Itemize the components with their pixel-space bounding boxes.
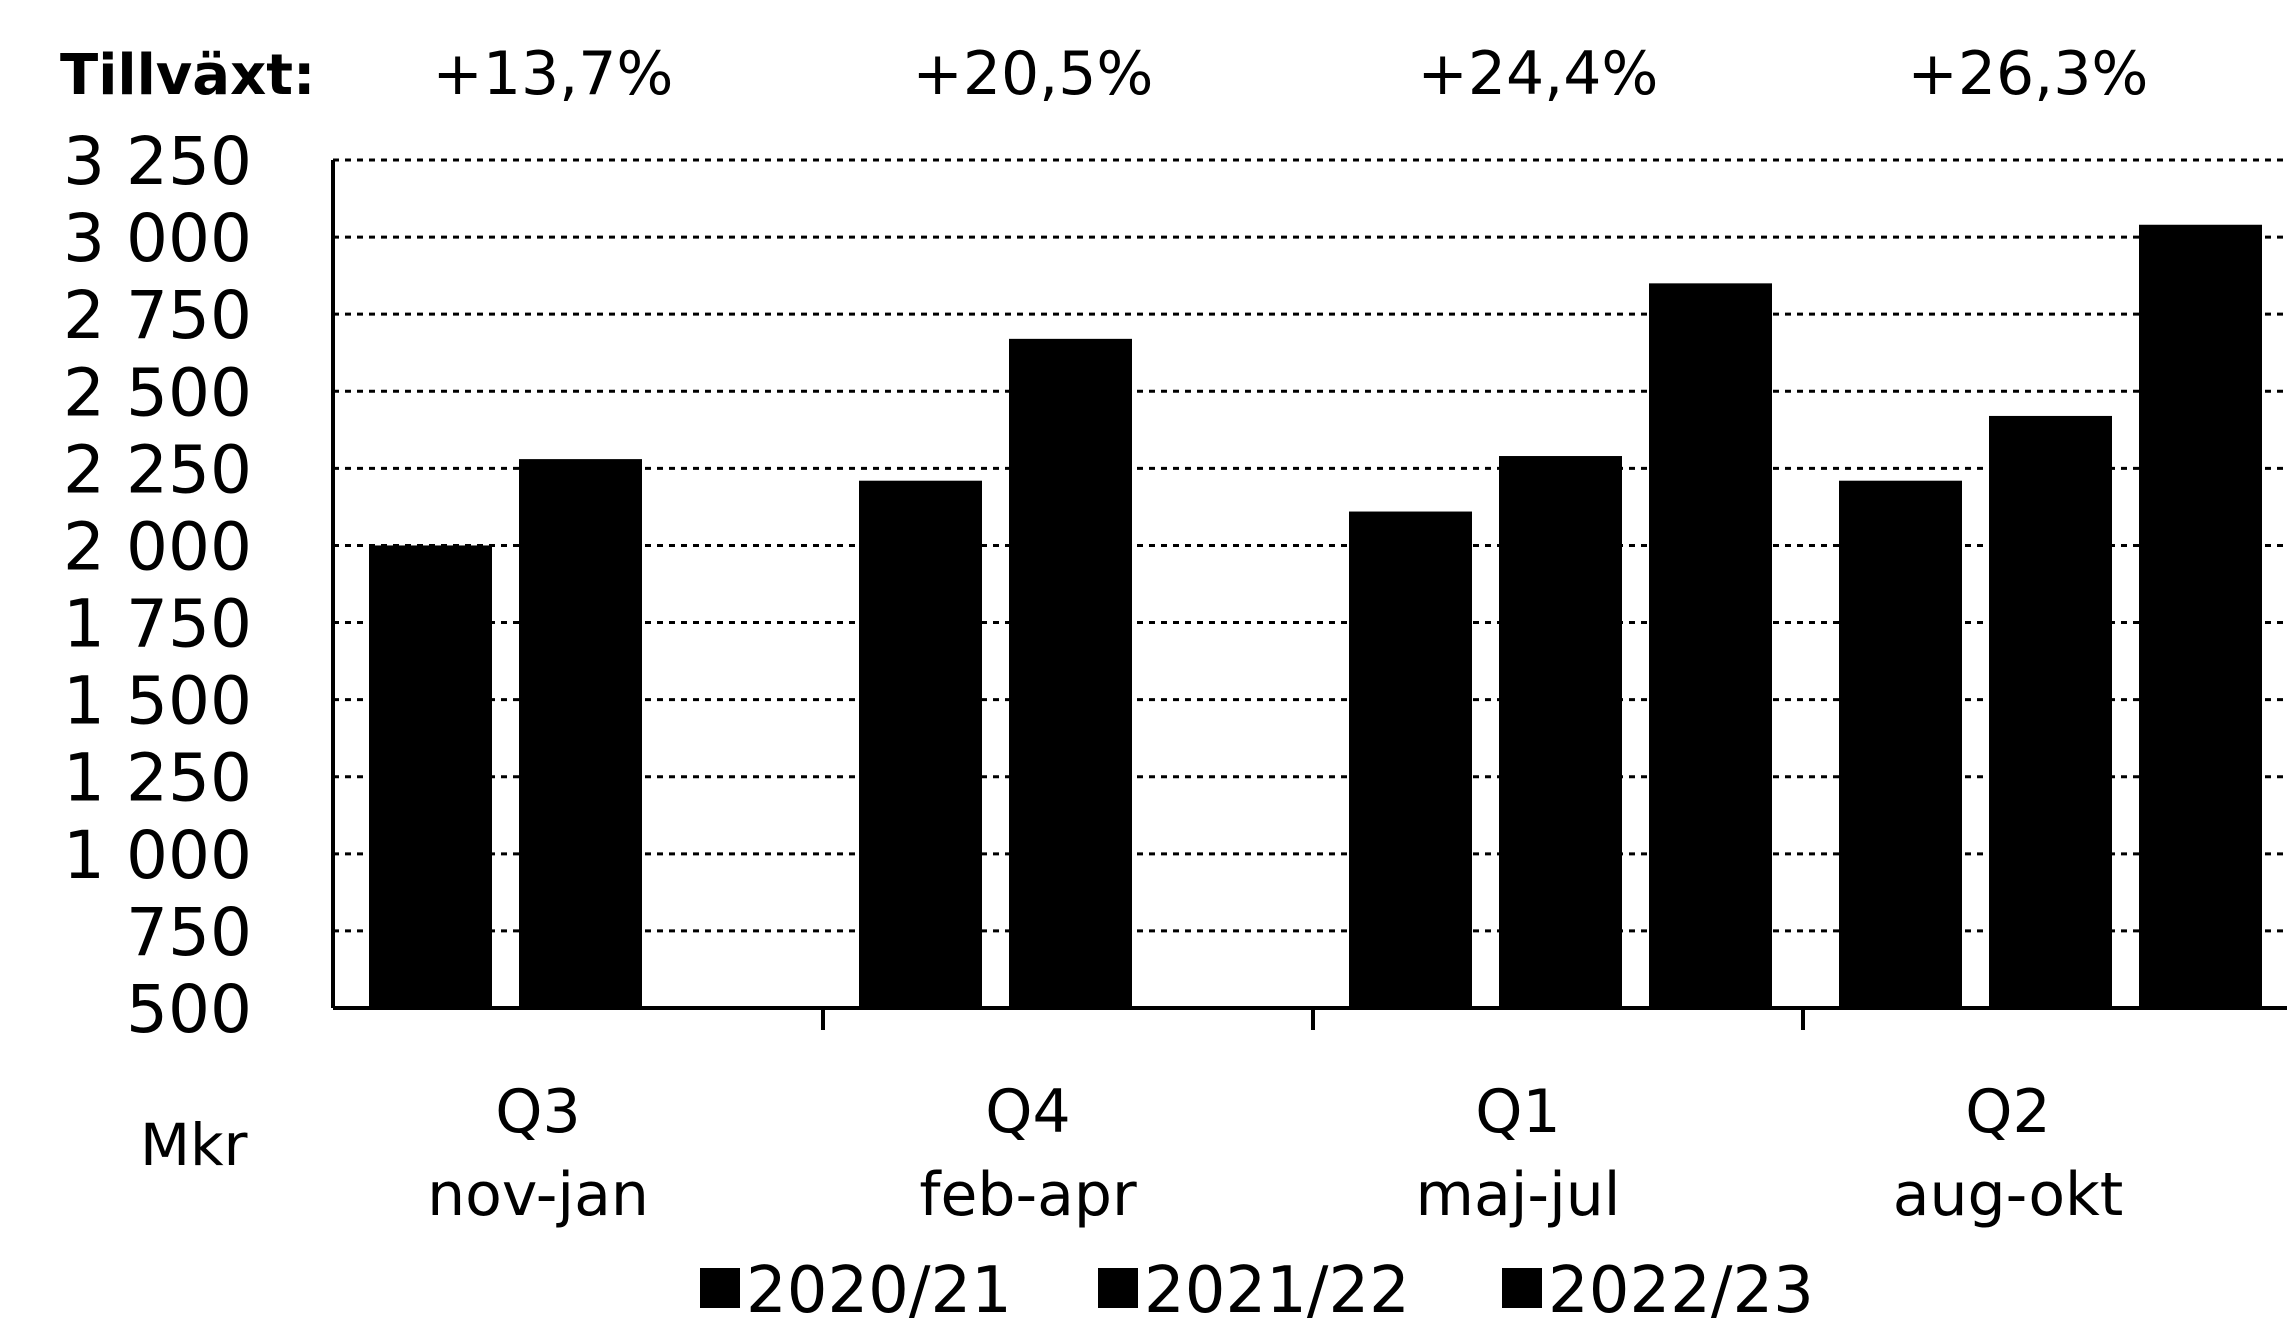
growth-label: +13,7% (433, 39, 674, 109)
y-tick-label: 1 500 (63, 663, 252, 740)
growth-label: +24,4% (1418, 39, 1659, 109)
y-tick-label: 2 500 (63, 354, 252, 431)
bar-2021-22 (1009, 338, 1132, 1008)
bar-2020-21 (369, 545, 492, 1008)
y-tick-label: 1 750 (63, 586, 252, 663)
growth-title: Tillväxt: (60, 43, 315, 108)
y-tick-label: 3 250 (63, 123, 252, 200)
legend-swatch (700, 1268, 740, 1308)
legend-swatch (1098, 1268, 1138, 1308)
y-tick-label: 3 000 (63, 200, 252, 277)
x-tick-sublabel: nov-jan (427, 1160, 649, 1230)
y-tick-label: 1 250 (63, 740, 252, 817)
y-tick-label: 500 (126, 971, 252, 1048)
bar-2021-22 (1989, 415, 2112, 1009)
y-tick-label: 2 250 (63, 431, 252, 508)
y-axis-unit-label: Mkr (140, 1111, 248, 1179)
bar-2022-23 (1649, 283, 1772, 1008)
y-tick-label: 1 000 (63, 817, 252, 894)
bar-2021-22 (519, 459, 642, 1008)
y-tick-label: 2 000 (63, 508, 252, 585)
bar-2021-22 (1499, 456, 1622, 1009)
x-tick-sublabel: feb-apr (919, 1160, 1137, 1230)
y-tick-label: 750 (126, 894, 252, 971)
legend-swatch (1502, 1268, 1542, 1308)
bar-2022-23 (2139, 224, 2262, 1009)
bar-2020-21 (1349, 511, 1472, 1008)
growth-label: +20,5% (913, 39, 1154, 109)
x-tick-sublabel: aug-okt (1893, 1160, 2124, 1230)
x-tick-label: Q4 (985, 1077, 1070, 1147)
bar-2020-21 (859, 480, 982, 1008)
legend-label: 2021/22 (1144, 1254, 1410, 1328)
x-tick-label: Q1 (1475, 1077, 1560, 1147)
legend-label: 2022/23 (1548, 1254, 1814, 1328)
x-tick-sublabel: maj-jul (1416, 1160, 1621, 1230)
legend-label: 2020/21 (746, 1254, 1012, 1328)
x-tick-label: Q3 (495, 1077, 580, 1147)
x-tick-label: Q2 (1965, 1077, 2050, 1147)
bar-2020-21 (1839, 480, 1962, 1008)
growth-label: +26,3% (1908, 39, 2149, 109)
y-tick-label: 2 750 (63, 277, 252, 354)
